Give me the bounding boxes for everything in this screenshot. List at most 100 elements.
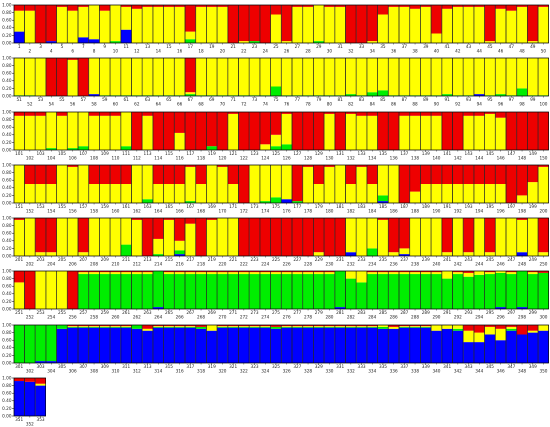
x-tick-label: 38 — [412, 49, 418, 54]
bar-segment — [281, 218, 292, 256]
bar-segment — [142, 328, 153, 331]
x-tick-label: 66 — [177, 102, 183, 107]
bar-segment — [174, 112, 185, 133]
bar-segment — [495, 117, 506, 150]
bar-segment — [527, 5, 538, 42]
bar-segment — [302, 272, 314, 275]
x-tick-label: 228 — [304, 262, 312, 267]
bar-segment — [495, 165, 506, 184]
x-tick-label: 49 — [530, 44, 536, 49]
bar-segment — [260, 218, 271, 256]
x-tick-label: 293 — [465, 310, 473, 315]
bar-segment — [367, 184, 378, 203]
bar-segment — [46, 184, 57, 203]
bar-segment — [24, 378, 35, 382]
bar-segment — [131, 271, 142, 273]
x-tick-label: 85 — [380, 97, 386, 102]
y-tick-label: 0.00 — [2, 200, 12, 205]
bar-segment — [463, 112, 474, 116]
x-tick-label: 250 — [539, 262, 547, 267]
bar-segment — [88, 326, 100, 327]
x-tick-label: 320 — [218, 369, 226, 374]
x-tick-label: 136 — [390, 156, 398, 161]
bar-segment — [367, 248, 378, 256]
bar-segment — [388, 271, 399, 273]
bar-segment — [388, 252, 399, 256]
bar-segment — [67, 326, 78, 327]
bar-segment — [431, 271, 442, 273]
bar-segment — [56, 271, 68, 309]
bar-segment — [174, 165, 185, 184]
x-tick-label: 75 — [273, 97, 279, 102]
bar-segment — [281, 272, 292, 275]
bar-segment — [174, 271, 185, 273]
bar-segment — [153, 58, 164, 96]
x-tick-label: 74 — [263, 102, 269, 107]
bar-segment — [260, 271, 271, 273]
bar-segment — [506, 328, 517, 331]
x-tick-label: 221 — [229, 257, 237, 262]
bar-segment — [228, 326, 239, 328]
bar-segment — [431, 325, 442, 331]
bar-segment — [238, 274, 249, 309]
y-tick-label: 0.60 — [2, 231, 12, 236]
panel-row: 0.00 0.20 0.40 0.60 0.80 1.00 51 52 53 54 55 56 57 58… — [2, 55, 549, 107]
bar-segment — [174, 184, 185, 203]
x-tick-label: 278 — [304, 315, 312, 320]
bar-segment — [217, 112, 228, 150]
bar-segment — [484, 252, 496, 256]
bar-segment — [538, 6, 549, 43]
bar-segment — [14, 10, 25, 32]
x-tick-label: 134 — [368, 156, 376, 161]
x-tick-label: 76 — [284, 102, 290, 107]
x-tick-label: 277 — [293, 310, 301, 315]
bar-segment — [260, 165, 271, 202]
x-tick-label: 37 — [402, 44, 408, 49]
bar-segment — [292, 95, 303, 96]
bar-segment — [206, 58, 217, 96]
x-tick-label: 300 — [539, 315, 547, 320]
x-tick-label: 122 — [240, 156, 248, 161]
bar-segment — [142, 95, 153, 96]
bar-segment — [527, 274, 538, 309]
bar-segment — [67, 271, 78, 309]
bar-segment — [99, 165, 110, 184]
x-tick-label: 83 — [359, 97, 365, 102]
bar-segment — [495, 5, 506, 9]
bar-segment — [313, 5, 324, 42]
x-tick-label: 110 — [111, 156, 119, 161]
bar-segment — [377, 165, 389, 196]
x-tick-label: 119 — [208, 151, 216, 156]
x-tick-label: 169 — [208, 204, 216, 209]
panel-frame — [13, 324, 549, 364]
bar-segment — [99, 326, 110, 328]
x-tick-label: 210 — [111, 262, 119, 267]
bar-segment — [110, 218, 121, 256]
bar-segment — [270, 218, 282, 256]
bar-segment — [281, 325, 292, 327]
x-tick-label: 240 — [432, 262, 440, 267]
x-tick-label: 217 — [186, 257, 194, 262]
bar-segment — [14, 115, 25, 150]
bar-segment — [409, 218, 421, 256]
bar-segment — [163, 327, 175, 363]
bar-segment — [217, 326, 228, 327]
bar-segment — [495, 184, 506, 203]
bar-segment — [420, 6, 431, 43]
bar-segment — [452, 274, 463, 309]
y-tick-label: 0.80 — [2, 10, 12, 15]
bar-segment — [420, 115, 431, 150]
bar-segment — [185, 325, 196, 327]
bar-segment — [217, 326, 228, 328]
x-tick-label: 195 — [486, 204, 494, 209]
bar-segment — [463, 330, 474, 343]
x-tick-label: 47 — [509, 44, 515, 49]
x-tick-label: 185 — [379, 204, 387, 209]
bar-segment — [495, 94, 506, 96]
bar-segment — [302, 274, 314, 309]
bar-segment — [345, 252, 356, 256]
bar-segment — [131, 328, 142, 363]
bar-segment — [516, 252, 528, 256]
x-tick-label: 50 — [541, 49, 547, 54]
bar-segment — [270, 328, 282, 363]
